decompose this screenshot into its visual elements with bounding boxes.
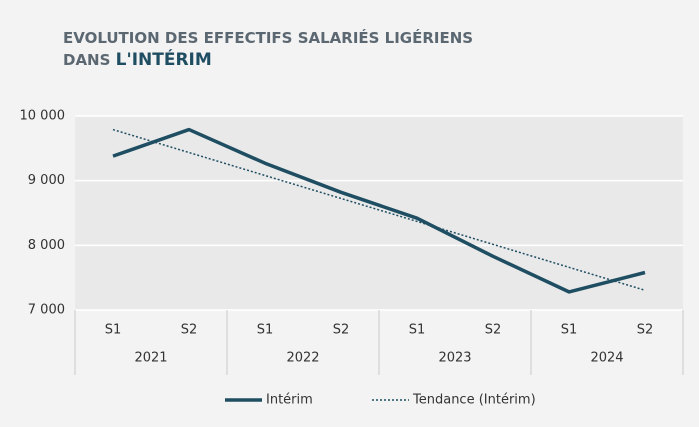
- chart-title: EVOLUTION DES EFFECTIFS SALARIÉS LIGÉRIE…: [63, 28, 473, 47]
- series-line: [112, 128, 646, 291]
- chart-title: DANS L'INTÉRIM: [63, 48, 212, 70]
- group-label: 2023: [438, 351, 471, 366]
- group-label: 2024: [590, 351, 623, 366]
- x-tick-label: S1: [257, 323, 274, 338]
- title-bold: L'INTÉRIM: [116, 48, 212, 70]
- series-line: [112, 127, 646, 294]
- legend-label: Tendance (Intérim): [412, 393, 536, 408]
- group-label: 2021: [134, 351, 167, 366]
- y-tick-label: 10 000: [20, 109, 66, 124]
- title-prefix: DANS: [63, 51, 110, 69]
- x-tick-label: S2: [485, 323, 502, 338]
- x-tick-label: S2: [637, 323, 654, 338]
- y-tick-label: 8 000: [28, 238, 65, 253]
- x-tick-label: S1: [105, 323, 122, 338]
- x-tick-label: S2: [333, 323, 350, 338]
- plot-area: [75, 116, 683, 310]
- x-tick-label: S2: [181, 323, 198, 338]
- legend-label: Intérim: [266, 393, 313, 408]
- x-tick-label: S1: [409, 323, 426, 338]
- y-tick-label: 9 000: [28, 173, 65, 188]
- x-tick-label: S1: [561, 323, 578, 338]
- y-tick-label: 7 000: [28, 303, 65, 318]
- group-label: 2022: [286, 351, 319, 366]
